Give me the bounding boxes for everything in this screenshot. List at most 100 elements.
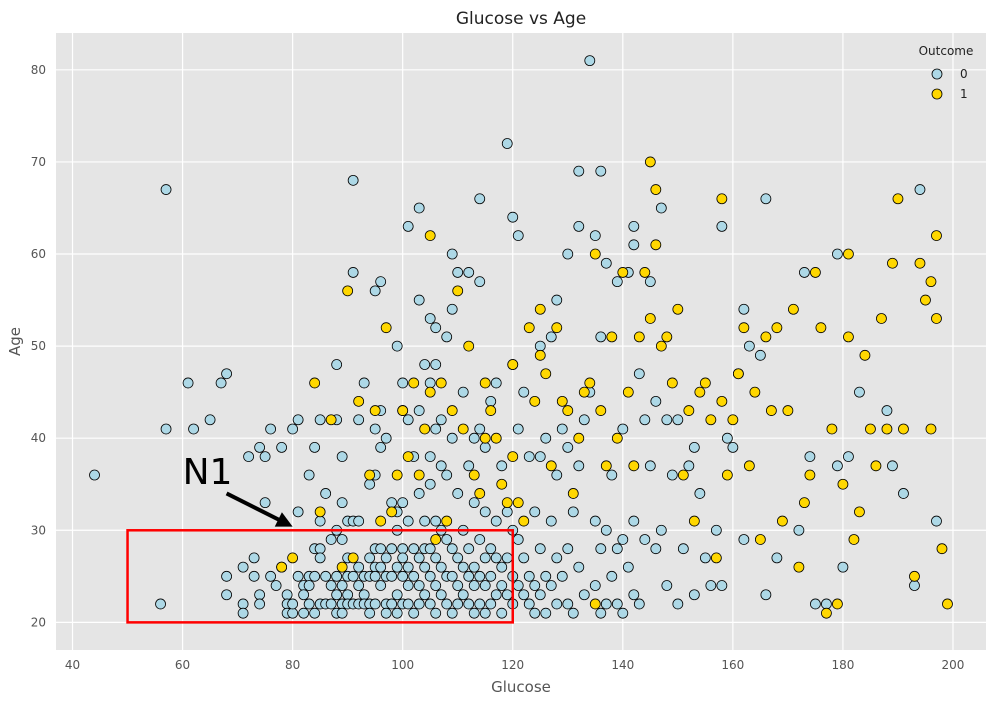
point-outcome-0-95: [369, 423, 381, 435]
grid-lines: [56, 33, 986, 650]
point-outcome-1-41: [523, 322, 535, 334]
point-outcome-0-270: [573, 561, 585, 573]
point-outcome-1-91: [771, 322, 783, 334]
point-outcome-0-336: [804, 451, 816, 463]
x-axis-ticks: 40 60 80 100 120 140 160 180 200: [65, 658, 965, 672]
point-outcome-0-242: [529, 506, 541, 518]
point-outcome-1-57: [600, 460, 612, 472]
point-outcome-1-39: [512, 497, 524, 509]
point-outcome-1-49: [562, 405, 574, 416]
point-outcome-0-80: [353, 414, 365, 426]
point-outcome-0-124: [397, 497, 409, 509]
point-outcome-0-234: [512, 534, 524, 545]
point-outcome-0-19: [254, 598, 266, 610]
point-outcome-1-58: [606, 331, 618, 343]
point-outcome-1-59: [611, 432, 623, 444]
point-outcome-1-66: [644, 313, 656, 324]
point-outcome-0-93: [364, 607, 376, 619]
point-outcome-1-62: [628, 460, 640, 472]
point-outcome-1-99: [815, 322, 827, 334]
point-outcome-0-294: [622, 561, 634, 573]
point-outcome-0-332: [760, 589, 772, 601]
point-outcome-0-183: [452, 552, 464, 564]
point-outcome-1-70: [661, 331, 673, 343]
point-outcome-1-97: [804, 469, 816, 481]
point-outcome-0-55: [325, 534, 337, 545]
point-outcome-1-18: [413, 469, 425, 481]
point-outcome-1-22: [430, 534, 442, 545]
point-outcome-0-297: [628, 515, 640, 527]
point-outcome-1-12: [380, 322, 392, 334]
annotation-n1: N1: [183, 452, 233, 493]
point-outcome-0-42: [303, 598, 315, 610]
point-outcome-0-125: [397, 543, 409, 555]
chart-title: Glucose vs Age: [456, 9, 586, 29]
point-outcome-0-151: [424, 313, 436, 324]
point-outcome-1-95: [793, 561, 805, 573]
point-outcome-0-38: [298, 607, 310, 619]
point-outcome-1-60: [617, 267, 629, 278]
point-outcome-1-107: [854, 506, 865, 518]
point-outcome-1-32: [479, 432, 491, 444]
point-outcome-1-123: [936, 543, 948, 555]
point-outcome-0-113: [386, 543, 398, 555]
point-outcome-0-5: [188, 423, 199, 435]
point-outcome-1-54: [589, 248, 601, 260]
point-outcome-0-240: [523, 570, 535, 582]
point-outcome-0-288: [611, 543, 623, 555]
point-outcome-0-248: [534, 589, 546, 601]
point-outcome-0-166: [435, 460, 447, 472]
point-outcome-0-2: [160, 184, 172, 195]
point-outcome-1-56: [595, 405, 607, 416]
point-outcome-0-156: [424, 570, 436, 582]
point-outcome-0-76: [347, 267, 359, 278]
point-outcome-0-186: [457, 386, 469, 398]
y-tick-label-3: 50: [31, 339, 46, 353]
point-outcome-1-64: [639, 267, 651, 278]
point-outcome-1-28: [463, 340, 475, 352]
point-outcome-0-339: [832, 248, 843, 260]
point-outcome-0-251: [540, 607, 552, 619]
point-outcome-0-150: [419, 589, 431, 601]
point-outcome-0-65: [336, 497, 348, 509]
point-outcome-0-327: [738, 303, 750, 315]
point-outcome-0-260: [556, 570, 568, 582]
point-outcome-0-53: [320, 570, 332, 582]
point-outcome-0-255: [551, 294, 563, 306]
point-outcome-0-177: [446, 432, 458, 444]
point-outcome-1-81: [716, 395, 728, 407]
point-outcome-1-71: [666, 377, 678, 389]
point-outcome-0-330: [754, 349, 766, 361]
point-outcome-1-102: [832, 598, 843, 610]
point-outcome-0-35: [292, 570, 304, 582]
point-outcome-0-224: [501, 506, 513, 518]
point-outcome-0-26: [276, 442, 288, 453]
point-outcome-1-79: [710, 552, 722, 564]
point-outcome-1-9: [364, 469, 376, 481]
point-outcome-0-126: [397, 552, 409, 564]
point-outcome-0-103: [375, 442, 387, 453]
point-outcome-0-179: [446, 570, 458, 582]
point-outcome-0-64: [336, 451, 348, 463]
point-outcome-0-303: [644, 276, 656, 288]
point-outcome-0-116: [391, 340, 403, 352]
point-outcome-0-201: [474, 276, 486, 288]
point-outcome-1-15: [397, 405, 409, 416]
point-outcome-0-140: [413, 294, 425, 306]
point-outcome-0-164: [430, 607, 442, 619]
point-outcome-0-262: [562, 442, 574, 453]
x-tick-label-6: 160: [721, 658, 744, 672]
point-outcome-0-282: [600, 257, 612, 269]
point-outcome-1-48: [556, 395, 568, 407]
point-outcome-0-227: [507, 211, 519, 223]
point-outcome-0-45: [309, 570, 321, 582]
point-outcome-0-81: [353, 515, 365, 527]
point-outcome-0-153: [424, 451, 436, 463]
point-outcome-1-0: [276, 561, 288, 573]
legend: Outcome 0 1: [919, 44, 974, 101]
point-outcome-1-93: [782, 405, 794, 416]
point-outcome-0-182: [452, 488, 464, 499]
point-outcome-0-253: [545, 515, 557, 527]
point-outcome-1-13: [386, 506, 398, 518]
annotation-arrow-head: [274, 512, 293, 527]
